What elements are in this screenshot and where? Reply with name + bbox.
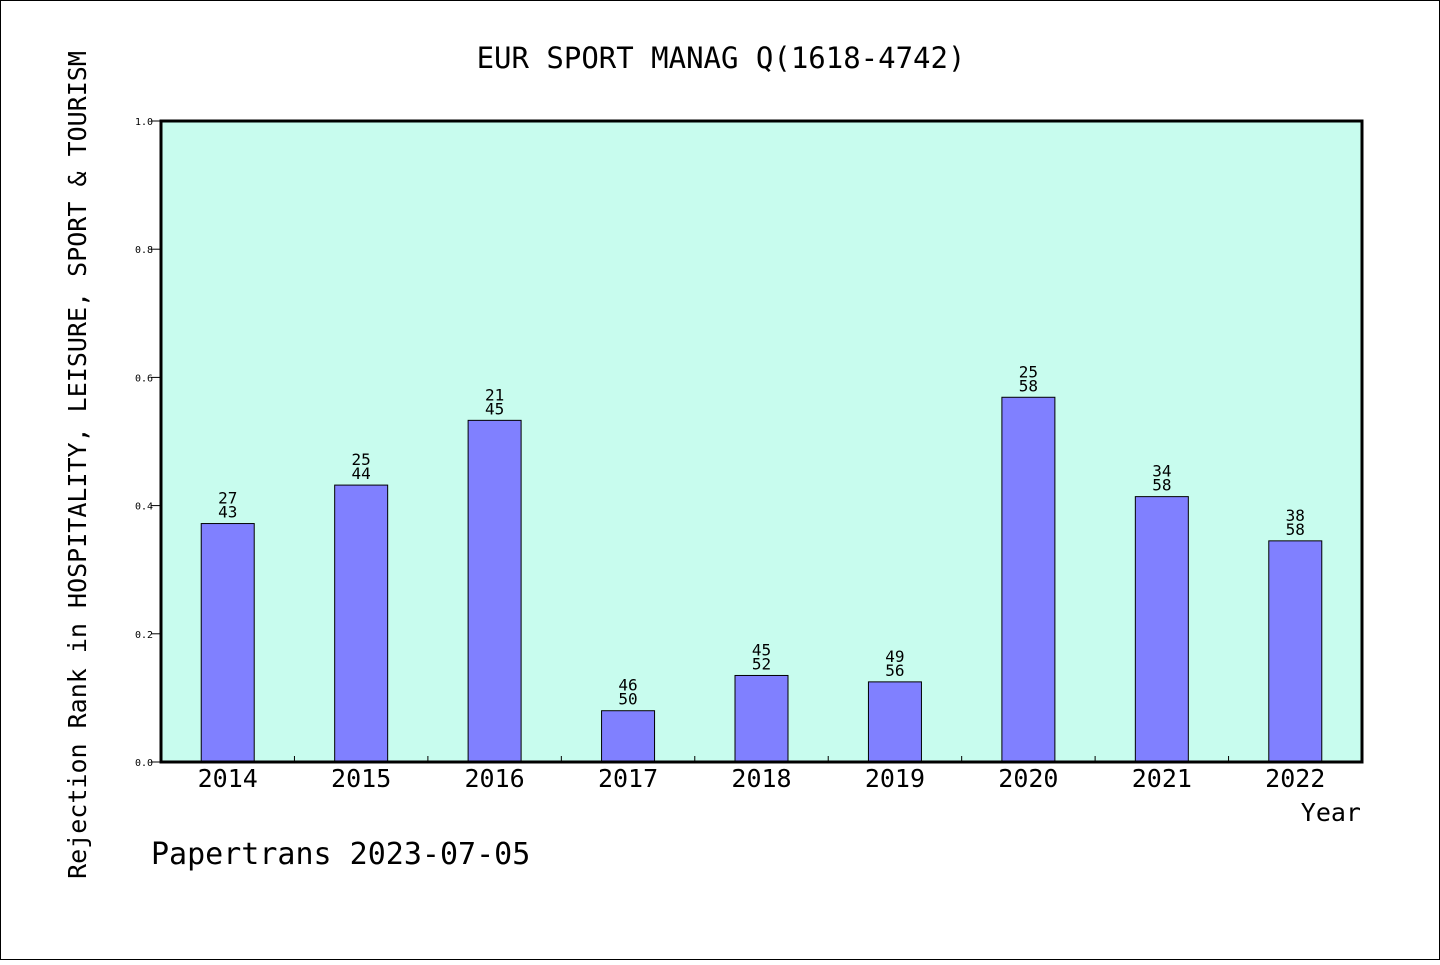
bar-rank-label: 21 — [485, 385, 504, 404]
bar-rank-label: 27 — [218, 489, 237, 508]
bar-2016 — [467, 419, 522, 763]
x-tick-label: 2020 — [998, 764, 1058, 793]
bar-rank-label: 45 — [752, 640, 771, 659]
x-tick-label: 2021 — [1132, 764, 1192, 793]
y-tick-label: 0.4 — [135, 502, 153, 513]
bar-total-label: 45 — [485, 399, 504, 418]
y-tick-label: 0.6 — [135, 373, 153, 384]
y-tick-label: 1.0 — [135, 117, 153, 128]
x-tick-label: 2016 — [465, 764, 525, 793]
bar-total-label: 50 — [618, 690, 637, 709]
bar-2017 — [601, 710, 656, 763]
y-tick-label: 0.0 — [135, 758, 153, 769]
x-tick-label: 2014 — [198, 764, 258, 793]
bar-2018 — [734, 674, 789, 763]
y-tick-label: 0.8 — [135, 245, 153, 256]
x-tick-label: 2022 — [1265, 764, 1325, 793]
x-axis-ticks: 2014 2015 2016 2017 2018 2019 2020 2021 2022 — [198, 756, 1325, 793]
plot-border — [159, 119, 1364, 764]
bar-total-label: 58 — [1152, 476, 1171, 495]
y-axis-ticks: 0.0 0.2 0.4 0.6 0.8 1.0 — [135, 117, 161, 769]
bar-2022 — [1268, 540, 1323, 763]
bar-rank-label: 46 — [618, 676, 637, 695]
bar-total-label: 43 — [218, 503, 237, 522]
bar-total-label: 52 — [752, 654, 771, 673]
x-tick-label: 2019 — [865, 764, 925, 793]
bar-rank-label: 25 — [1019, 362, 1038, 381]
x-tick-label: 2017 — [598, 764, 658, 793]
chart-title: EUR SPORT MANAG Q(1618-4742) — [477, 41, 966, 75]
bar-2021 — [1134, 496, 1189, 763]
bar-total-label: 58 — [1019, 376, 1038, 395]
bar-total-label: 58 — [1286, 520, 1305, 539]
y-tick-label: 0.2 — [135, 630, 153, 641]
x-axis-label: Year — [1301, 798, 1361, 827]
bar-2020 — [1001, 396, 1056, 763]
bar-rank-label: 34 — [1152, 462, 1171, 481]
x-tick-label: 2018 — [731, 764, 791, 793]
bar-2019 — [867, 681, 922, 763]
bar-2014 — [200, 523, 255, 763]
y-axis-label: Rejection Rank in HOSPITALITY, LEISURE, … — [63, 51, 92, 879]
bar-2015 — [334, 484, 389, 763]
x-tick-label: 2015 — [331, 764, 391, 793]
bar-rank-label: 38 — [1286, 506, 1305, 525]
footer-credit: Papertrans 2023-07-05 — [151, 837, 530, 872]
bar-total-label: 44 — [352, 464, 371, 483]
bar-total-label: 56 — [885, 661, 904, 680]
bar-rank-label: 49 — [885, 647, 904, 666]
bar-rank-label: 25 — [352, 450, 371, 469]
